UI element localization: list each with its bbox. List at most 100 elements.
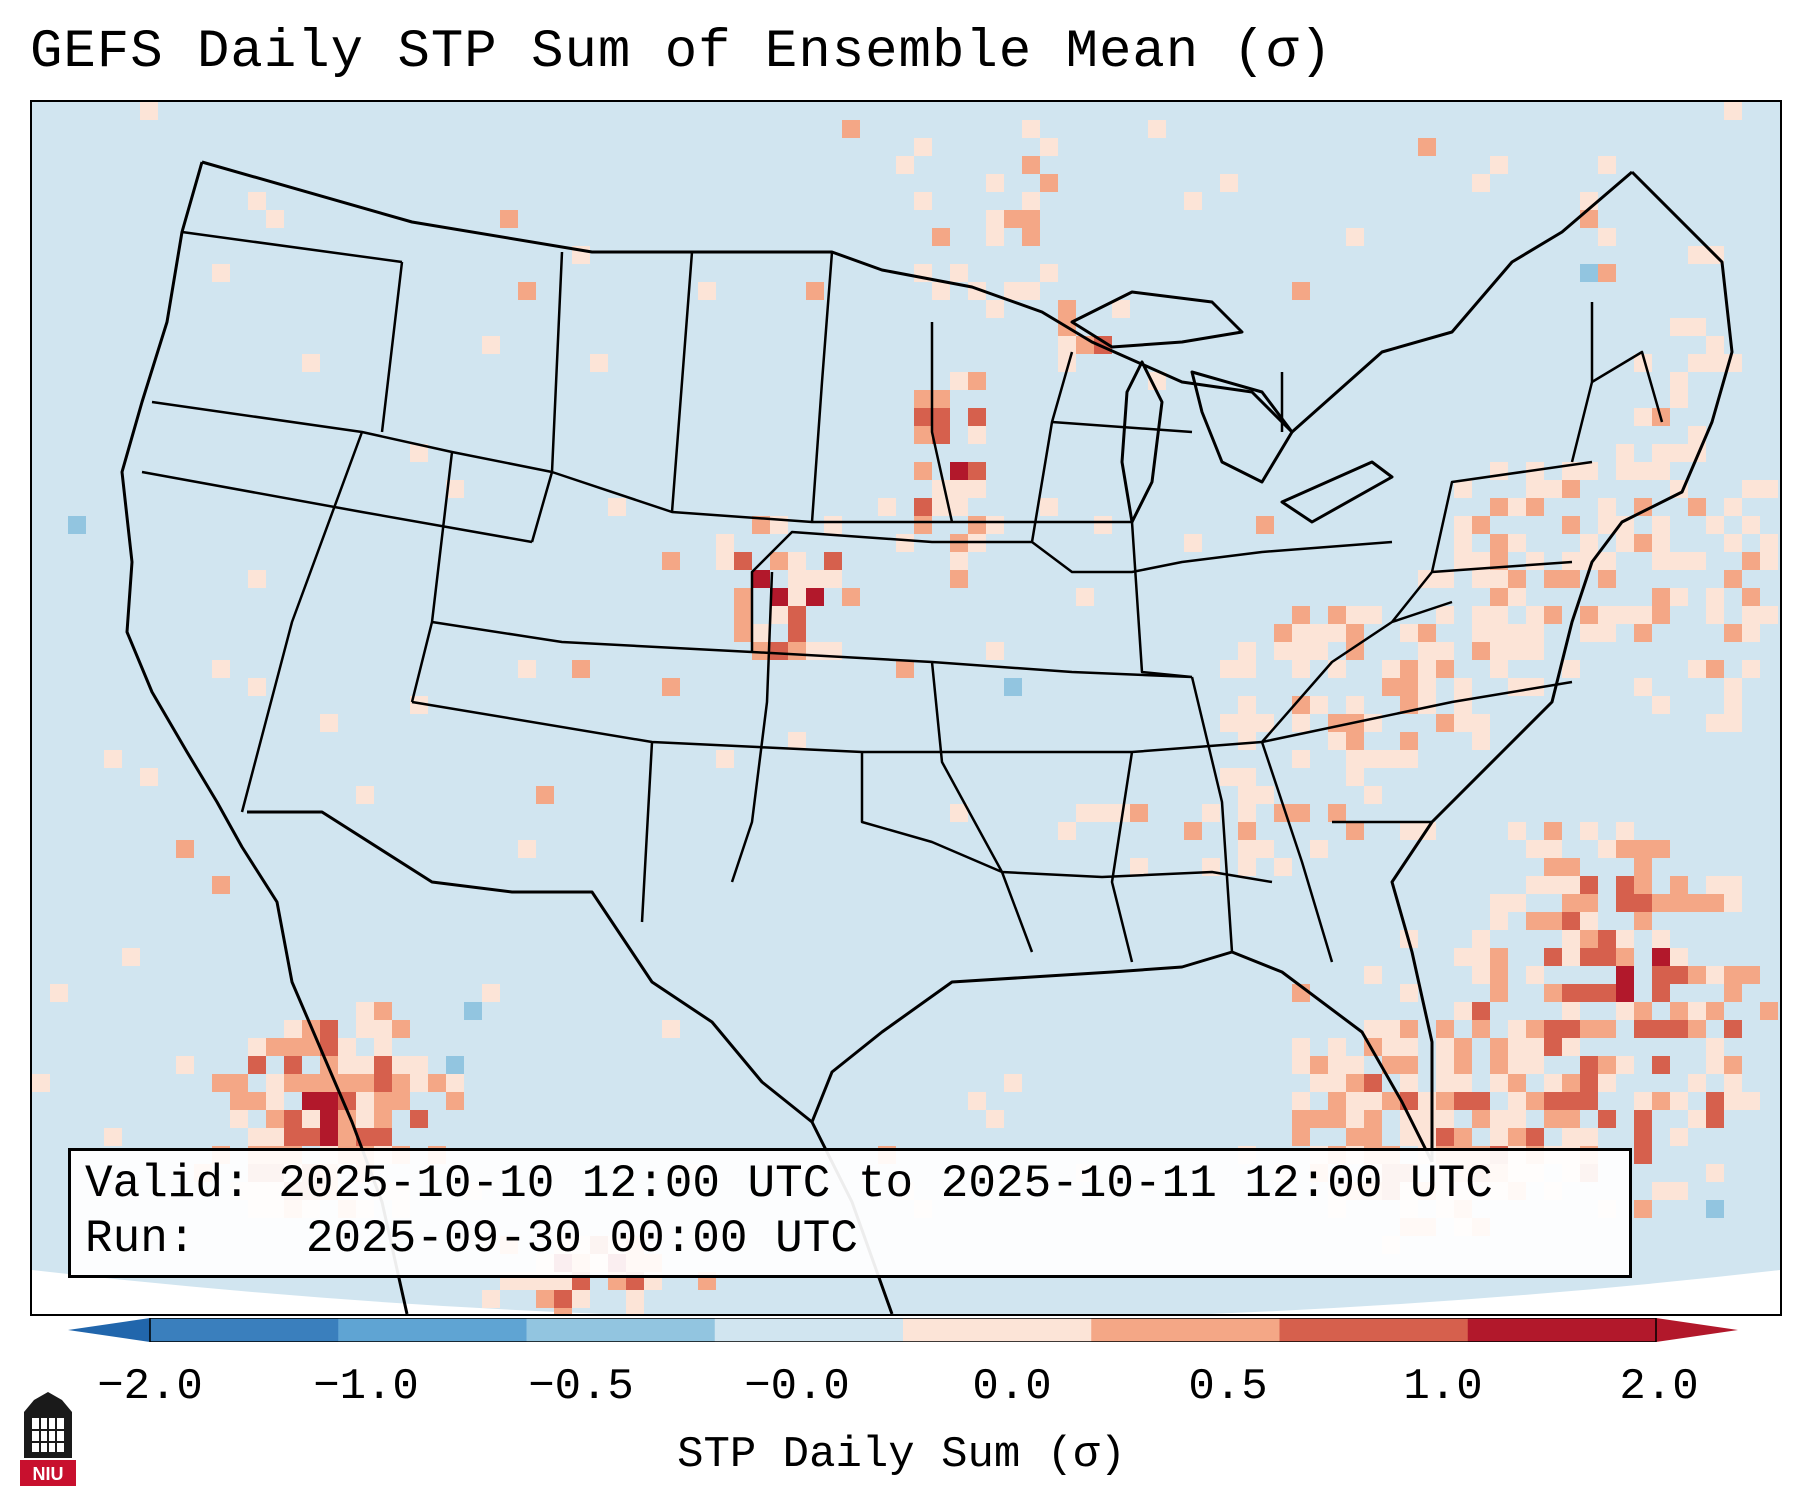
tick-label: 0.5 (1188, 1362, 1268, 1412)
stp-cell (284, 1074, 302, 1092)
stp-cell (1562, 948, 1580, 966)
stp-cell (1364, 1128, 1382, 1146)
colorbar-label: STP Daily Sum (σ) (677, 1430, 1126, 1480)
stp-cell (266, 1128, 284, 1146)
stp-cell (410, 696, 428, 714)
stp-cell (1544, 912, 1562, 930)
stp-cell (1580, 876, 1598, 894)
stp-cell (266, 1074, 284, 1092)
stp-cell (176, 1056, 194, 1074)
stp-cell (536, 786, 554, 804)
stp-cell (968, 408, 986, 426)
stp-cell (1724, 534, 1742, 552)
stp-cell (392, 1092, 410, 1110)
stp-cell (1598, 1056, 1616, 1074)
stp-cell (1706, 606, 1724, 624)
stp-cell (752, 570, 770, 588)
stp-cell (1400, 660, 1418, 678)
stp-cell (1580, 984, 1598, 1002)
stp-cell (1436, 660, 1454, 678)
stp-cell (1508, 1020, 1526, 1038)
stp-cell (1508, 642, 1526, 660)
stp-cell (1058, 354, 1076, 372)
stp-cell (986, 1110, 1004, 1128)
stp-cell (1562, 1038, 1580, 1056)
stp-cell (986, 300, 1004, 318)
stp-cell (1364, 1074, 1382, 1092)
stp-cell (1634, 462, 1652, 480)
stp-cell (1688, 318, 1706, 336)
stp-cell (1508, 1056, 1526, 1074)
stp-cell (1472, 624, 1490, 642)
stp-cell (1490, 642, 1508, 660)
projection-edge (32, 1270, 1780, 1314)
valid-run-box: Valid: 2025-10-10 12:00 UTC to 2025-10-1… (68, 1148, 1632, 1278)
stp-cell (176, 840, 194, 858)
colorbar-outline (149, 1318, 1657, 1342)
logo-badge (20, 1460, 76, 1486)
stp-cell (572, 1290, 590, 1308)
stp-cell (1616, 822, 1634, 840)
atlantic-coast (1390, 170, 1734, 1162)
stp-cell (788, 570, 806, 588)
stp-cell (716, 534, 734, 552)
stp-cell (1238, 786, 1256, 804)
stp-cell (1634, 1128, 1652, 1146)
stp-cell (1508, 1038, 1526, 1056)
stp-cell (1724, 876, 1742, 894)
stp-cell (356, 1110, 374, 1128)
valid-value: 2025-10-10 12:00 UTC to 2025-10-11 12:00… (278, 1158, 1493, 1210)
stp-cell (1400, 1074, 1418, 1092)
stp-cell (1544, 1110, 1562, 1128)
stp-cell (770, 588, 788, 606)
stp-cell (1544, 858, 1562, 876)
stp-cell (1490, 966, 1508, 984)
colorbar (68, 1318, 1738, 1342)
stp-cell (608, 498, 626, 516)
stp-cell (1328, 1074, 1346, 1092)
stp-cell (1616, 462, 1634, 480)
stp-cell (356, 1074, 374, 1092)
west-coast (120, 161, 409, 1314)
stp-cell (1724, 714, 1742, 732)
stp-cell (1058, 300, 1076, 318)
stp-cell (842, 120, 860, 138)
stp-cell (1472, 714, 1490, 732)
stp-cell (536, 1290, 554, 1308)
stp-cell (1580, 552, 1598, 570)
stp-cell (950, 498, 968, 516)
stp-cell (446, 1092, 464, 1110)
stp-cell (1328, 804, 1346, 822)
stp-cell (1724, 498, 1742, 516)
stp-cell (1742, 480, 1760, 498)
stp-cell (1256, 786, 1274, 804)
stp-cell (1688, 354, 1706, 372)
stp-cell (626, 1308, 644, 1314)
colorbar-under-triangle (68, 1318, 150, 1342)
stp-cell (1418, 696, 1436, 714)
stp-cell (554, 1290, 572, 1308)
stp-cell (1688, 498, 1706, 516)
stp-cell (1436, 1092, 1454, 1110)
stp-cell (1292, 714, 1310, 732)
stp-cell (1454, 1038, 1472, 1056)
stp-cell (1454, 552, 1472, 570)
stp-cell (1292, 606, 1310, 624)
stp-cell (1724, 696, 1742, 714)
stp-cell (1598, 498, 1616, 516)
stp-cell (1238, 768, 1256, 786)
stp-cell (932, 282, 950, 300)
stp-cell (1382, 1020, 1400, 1038)
stp-cell (1364, 1020, 1382, 1038)
stp-cell (950, 480, 968, 498)
stp-cell (1580, 264, 1598, 282)
stp-cell (302, 1038, 320, 1056)
stp-cell (1652, 534, 1670, 552)
stp-cell (1346, 768, 1364, 786)
stp-cell (284, 1056, 302, 1074)
stp-cell (1040, 174, 1058, 192)
stp-cell (1652, 462, 1670, 480)
stp-cell (320, 1038, 338, 1056)
stp-cell (1364, 1110, 1382, 1128)
stp-cell (1472, 1020, 1490, 1038)
